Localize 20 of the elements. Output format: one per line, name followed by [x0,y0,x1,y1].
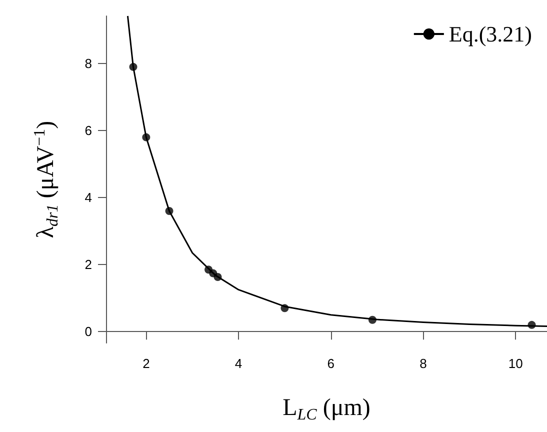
y-tick-label: 8 [84,56,92,72]
point [165,206,174,215]
point [142,133,150,142]
point [368,316,376,324]
y-tick-label: 4 [84,190,92,206]
line-series [126,15,547,327]
legend-label: Eq.(3.21) [448,22,532,46]
x-tick-label: 4 [234,356,242,371]
y-axis-title: λdr1 (μAV−1) [32,120,62,238]
point [528,320,536,329]
point [214,273,222,281]
x-tick-label: 10 [508,356,523,371]
point [280,304,289,312]
y-tick-label: 6 [84,123,92,138]
x-tick-label: 6 [327,356,335,371]
y-tick-label: 2 [84,257,92,272]
point [129,62,138,71]
x-tick-label: 8 [420,356,427,371]
x-tick-label: 2 [142,356,150,371]
y-tick-label: 0 [84,324,92,340]
